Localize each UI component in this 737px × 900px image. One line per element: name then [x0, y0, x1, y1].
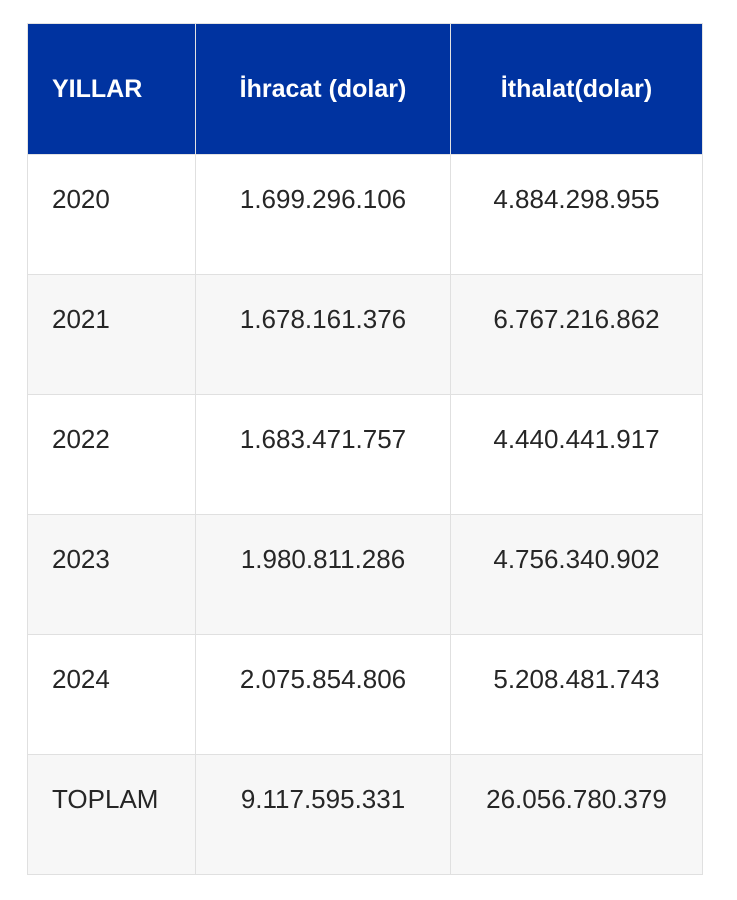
- import-cell: 6.767.216.862: [450, 274, 703, 395]
- header-import: İthalat(dolar): [450, 23, 703, 155]
- year-cell: 2021: [27, 274, 196, 395]
- total-label-cell: TOPLAM: [27, 754, 196, 875]
- table-body: 2020 1.699.296.106 4.884.298.955 2021 1.…: [27, 154, 703, 875]
- total-import-cell: 26.056.780.379: [450, 754, 703, 875]
- import-cell: 4.756.340.902: [450, 514, 703, 635]
- total-row: TOPLAM 9.117.595.331 26.056.780.379: [27, 754, 703, 875]
- import-cell: 5.208.481.743: [450, 634, 703, 755]
- header-row: YILLAR İhracat (dolar) İthalat(dolar): [27, 23, 703, 155]
- table-row: 2024 2.075.854.806 5.208.481.743: [27, 634, 703, 755]
- export-cell: 1.683.471.757: [195, 394, 451, 515]
- year-cell: 2023: [27, 514, 196, 635]
- import-cell: 4.440.441.917: [450, 394, 703, 515]
- table-header: YILLAR İhracat (dolar) İthalat(dolar): [27, 23, 703, 155]
- year-cell: 2024: [27, 634, 196, 755]
- table-row: 2021 1.678.161.376 6.767.216.862: [27, 274, 703, 395]
- table-row: 2023 1.980.811.286 4.756.340.902: [27, 514, 703, 635]
- header-years: YILLAR: [27, 23, 196, 155]
- header-export: İhracat (dolar): [195, 23, 451, 155]
- trade-table-container: YILLAR İhracat (dolar) İthalat(dolar) 20…: [27, 23, 703, 875]
- export-cell: 1.699.296.106: [195, 154, 451, 275]
- total-export-cell: 9.117.595.331: [195, 754, 451, 875]
- year-cell: 2022: [27, 394, 196, 515]
- table-row: 2022 1.683.471.757 4.440.441.917: [27, 394, 703, 515]
- export-cell: 1.678.161.376: [195, 274, 451, 395]
- import-cell: 4.884.298.955: [450, 154, 703, 275]
- export-cell: 2.075.854.806: [195, 634, 451, 755]
- year-cell: 2020: [27, 154, 196, 275]
- trade-table: YILLAR İhracat (dolar) İthalat(dolar) 20…: [27, 23, 703, 875]
- table-row: 2020 1.699.296.106 4.884.298.955: [27, 154, 703, 275]
- export-cell: 1.980.811.286: [195, 514, 451, 635]
